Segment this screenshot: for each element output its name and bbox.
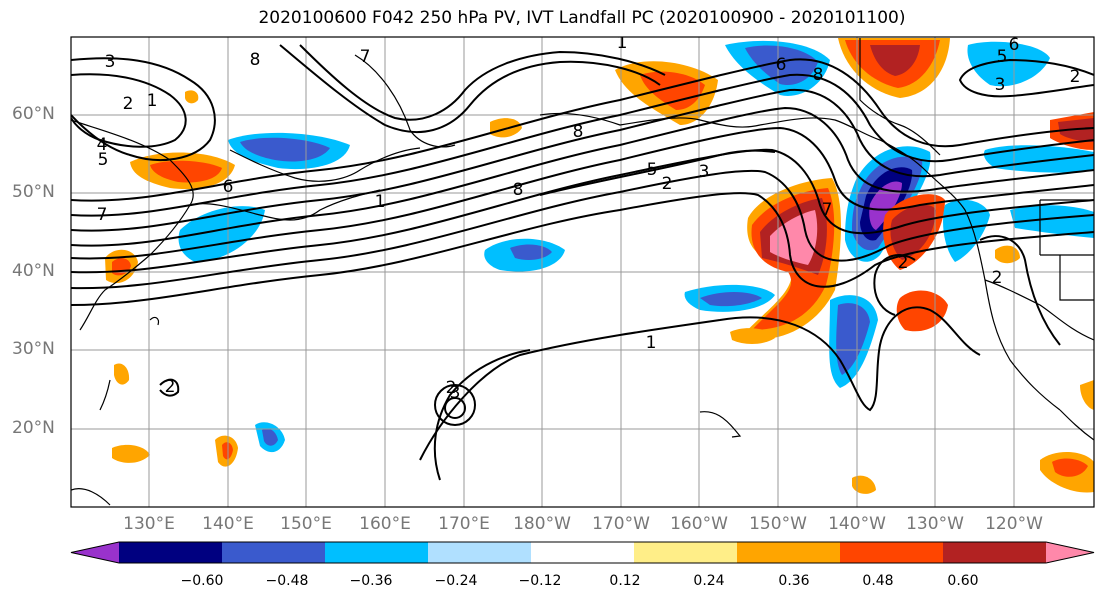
colorbar-bin [325, 542, 429, 563]
negative-anomaly [1010, 205, 1094, 238]
contour-label: 6 [776, 55, 787, 75]
contour-label: 3 [105, 52, 116, 72]
pv-contours [71, 44, 1094, 481]
colorbar-tick-label: 0.24 [693, 573, 725, 589]
colorbar-tick-label: 0.48 [862, 573, 894, 589]
contour-label: 2 [898, 253, 909, 273]
negative-anomaly [240, 137, 330, 162]
lat-label: 30°N [12, 339, 55, 359]
contour-label: 5 [997, 47, 1008, 67]
lat-label: 40°N [12, 261, 55, 281]
colorbar-tick-label: −0.48 [265, 573, 309, 589]
colorbar-tick-label: −0.36 [349, 573, 393, 589]
negative-anomaly [836, 303, 870, 375]
colorbar-tick-label: −0.12 [518, 573, 562, 589]
colorbar-extend-low [71, 542, 119, 563]
colorbar [70, 541, 1095, 564]
lon-label: 130°W [906, 514, 964, 534]
contour-label: 7 [97, 205, 108, 225]
lon-label: 170°W [592, 514, 650, 534]
positive-anomaly [114, 363, 130, 385]
contour-label: 3 [699, 162, 710, 182]
contour-label: 2 [1070, 67, 1081, 87]
contour-label: 2 [165, 377, 176, 397]
contour-label: 7 [822, 200, 833, 220]
contour-label: 3 [995, 75, 1006, 95]
contour-label: 1 [617, 33, 628, 53]
positive-anomaly [852, 475, 876, 494]
lon-label: 160°W [670, 514, 728, 534]
colorbar-bin [531, 542, 635, 563]
positive-anomaly [185, 90, 199, 104]
contour-label: 2 [123, 94, 134, 114]
colorbar-tick-label: −0.24 [434, 573, 478, 589]
positive-anomaly [890, 204, 936, 260]
contour-label: 2 [992, 268, 1003, 288]
colorbar-bin [428, 542, 532, 563]
contour-label: 3 [450, 383, 461, 403]
lat-label: 20°N [12, 418, 55, 438]
lon-label: 140°W [828, 514, 886, 534]
negative-anomaly [967, 41, 1050, 87]
positive-anomaly [870, 45, 920, 76]
positive-anomaly [1052, 458, 1088, 477]
negative-anomaly [869, 181, 902, 230]
contour-label: 8 [813, 65, 824, 85]
lon-label: 140°E [202, 514, 254, 534]
positive-anomaly [730, 328, 775, 344]
map-frame [70, 36, 1095, 508]
positive-anomaly [150, 160, 222, 183]
contour-label: 8 [573, 122, 584, 142]
map-title: 2020100600 F042 250 hPa PV, IVT Landfall… [258, 8, 906, 28]
colorbar-bin [840, 542, 944, 563]
contour-label: 1 [646, 333, 657, 353]
contour-label: 5 [647, 160, 658, 180]
negative-anomaly [262, 428, 278, 446]
lon-label: 130°E [123, 514, 175, 534]
negative-anomaly [983, 145, 1094, 173]
colorbar-tick-label: 0.12 [609, 573, 641, 589]
lat-label: 60°N [12, 104, 55, 124]
colorbar-bin [119, 542, 223, 563]
colorbar-bin [222, 542, 326, 563]
positive-anomaly [112, 444, 150, 463]
contour-labels: 3 2 1 8 7 4 5 6 8 7 1 2 3 5 8 6 8 7 6 5 … [97, 33, 1081, 403]
contour-label: 8 [250, 50, 261, 70]
contour-label: 8 [513, 180, 524, 200]
lon-label: 150°W [749, 514, 807, 534]
colorbar-bin [737, 542, 841, 563]
contour-label: 2 [662, 174, 673, 194]
contour-label: 5 [98, 150, 109, 170]
contour-label: 4 [97, 135, 108, 155]
contour-label: 6 [223, 177, 234, 197]
contour-label: 1 [147, 91, 158, 111]
colorbar-tick-label: 0.36 [778, 573, 810, 589]
contour-label: 7 [360, 47, 371, 67]
positive-anomaly [770, 210, 818, 265]
colorbar-tick-label: 0.60 [947, 573, 979, 589]
colorbar-extend-high [1046, 542, 1094, 563]
colorbar-outline [70, 541, 1095, 564]
contour-label: 6 [1009, 35, 1020, 55]
colorbar-tick-label: −0.60 [180, 573, 224, 589]
colorbar-bin [634, 542, 738, 563]
lon-label: 120°W [985, 514, 1043, 534]
contour-label: 2 [446, 378, 457, 398]
lon-label: 150°E [280, 514, 332, 534]
contour-label: 1 [375, 192, 386, 212]
lon-label: 170°E [438, 514, 490, 534]
colorbar-bin [943, 542, 1047, 563]
positive-anomaly [1080, 380, 1094, 410]
lat-label: 50°N [12, 182, 55, 202]
lon-label: 180°W [513, 514, 571, 534]
negative-anomaly [700, 292, 762, 307]
lon-label: 160°E [359, 514, 411, 534]
